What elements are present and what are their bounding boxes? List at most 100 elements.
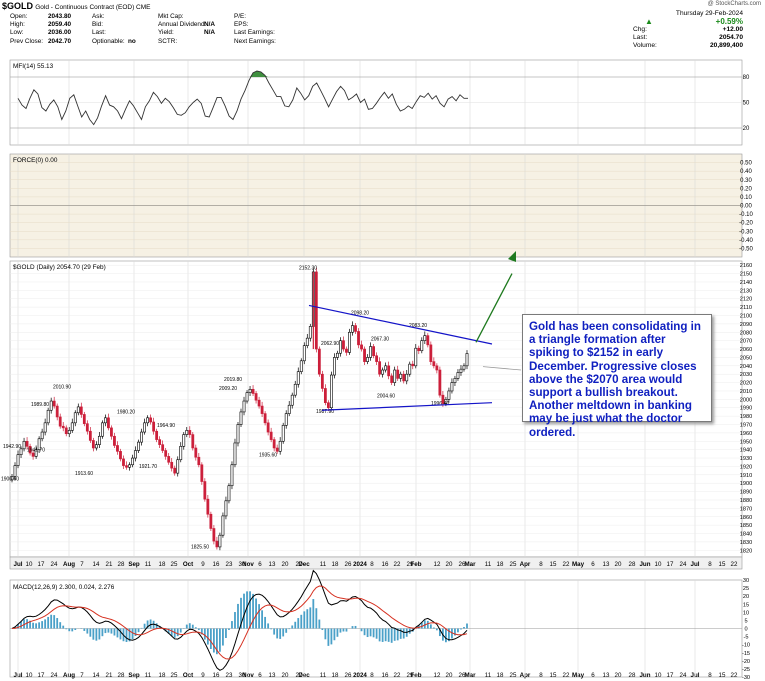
price-candle xyxy=(209,513,213,529)
price-candle xyxy=(55,405,59,418)
x-tick-label-bottom: 21 xyxy=(106,672,113,679)
macd-histogram-bar xyxy=(315,608,318,629)
x-tick-label: 18 xyxy=(332,561,339,568)
macd-histogram-bar xyxy=(276,628,279,639)
macd-histogram-bar xyxy=(282,628,285,637)
price-candle xyxy=(239,411,243,425)
price-candle xyxy=(402,373,406,382)
price-annotation: 1913.60 xyxy=(75,471,93,477)
x-tick-label-bottom: 27 xyxy=(296,672,303,679)
quote-label: Yield: xyxy=(158,29,174,37)
price-candle xyxy=(104,417,107,424)
x-tick-label: 10 xyxy=(655,561,662,568)
price-candle xyxy=(459,368,463,373)
x-tick-label: 8 xyxy=(708,561,712,568)
macd-histogram-bar xyxy=(318,619,321,629)
x-tick-label: Feb xyxy=(410,561,421,568)
macd-histogram-bar xyxy=(68,628,71,632)
price-candle xyxy=(320,373,324,389)
price-tick: 2090 xyxy=(740,322,752,328)
price-candle xyxy=(227,485,231,502)
x-tick-label: Jun xyxy=(639,561,650,568)
price-candle xyxy=(158,439,162,445)
x-tick-label: 17 xyxy=(38,561,45,568)
macd-histogram-bar xyxy=(354,625,357,629)
macd-histogram-bar xyxy=(164,628,167,632)
macd-histogram-bar xyxy=(155,623,158,629)
price-annotation: 2019.80 xyxy=(224,377,242,383)
force-tick: 0.40 xyxy=(740,169,752,175)
price-tick: 2050 xyxy=(740,355,752,361)
price-tick: 2060 xyxy=(740,347,752,353)
macd-histogram-bar xyxy=(134,628,137,636)
price-candle xyxy=(85,423,89,432)
price-candle xyxy=(170,461,174,469)
macd-histogram-bar xyxy=(303,611,306,629)
macd-histogram-bar xyxy=(369,628,372,637)
price-candle xyxy=(64,427,68,435)
macd-histogram-bar xyxy=(336,628,339,637)
x-tick-label: May xyxy=(572,561,585,568)
quote-label: Mkt Cap: xyxy=(158,13,184,20)
x-tick-label-bottom: 10 xyxy=(655,672,662,679)
quote-value: N/A xyxy=(204,29,216,37)
quote-label: Last: xyxy=(92,29,106,37)
macd-tick: -15 xyxy=(742,651,750,657)
price-candle xyxy=(203,481,207,500)
price-candle xyxy=(16,454,20,466)
price-annotation: 1942.90 xyxy=(3,444,21,450)
price-candle xyxy=(46,409,50,424)
x-tick-label: 27 xyxy=(296,561,303,568)
price-candle xyxy=(287,404,291,414)
price-candle xyxy=(381,369,385,375)
macd-histogram-bar xyxy=(107,628,110,633)
price-candle xyxy=(384,365,388,371)
price-tick: 1860 xyxy=(740,515,752,521)
macd-histogram-bar xyxy=(194,627,197,629)
price-candle xyxy=(375,355,379,362)
macd-histogram-bar xyxy=(176,628,179,637)
quote-summary: Thursday 29-Feb-2024 ▲ +0.59% Chg: +12.00 L… xyxy=(633,10,743,50)
x-tick-label: Oct xyxy=(183,561,193,568)
price-tick: 2000 xyxy=(740,397,752,403)
price-annotation: 1941.70 xyxy=(27,447,45,453)
macd-histogram-bar xyxy=(179,628,182,633)
price-candle xyxy=(330,374,333,409)
price-candle xyxy=(275,447,279,452)
price-candle xyxy=(31,452,35,457)
mfi-tick: 50 xyxy=(743,101,750,107)
quote-value: 2036.00 xyxy=(48,29,72,37)
macd-histogram-bar xyxy=(65,628,68,630)
price-candle xyxy=(305,337,309,346)
x-tick-label: 13 xyxy=(603,561,610,568)
x-tick-label: 28 xyxy=(118,561,125,568)
macd-histogram-bar xyxy=(432,627,435,629)
price-candle xyxy=(122,458,125,466)
quote-value: 2042.70 xyxy=(48,37,72,45)
macd-histogram-bar xyxy=(327,628,330,646)
macd-histogram-bar xyxy=(393,628,396,641)
price-candle xyxy=(40,431,44,440)
chart-title: $GOLD Gold - Continuous Contract (EOD) C… xyxy=(2,1,150,11)
x-tick-label-bottom: 24 xyxy=(51,672,58,679)
price-tick: 1850 xyxy=(740,523,752,529)
macd-histogram-bar xyxy=(89,628,92,637)
macd-tick: 0 xyxy=(744,627,747,633)
macd-histogram-bar xyxy=(101,628,104,637)
x-tick-label: 22 xyxy=(731,561,738,568)
price-candle xyxy=(441,394,445,404)
triangle-lower-trendline xyxy=(321,402,493,411)
macd-histogram-bar xyxy=(29,620,31,629)
price-candle xyxy=(22,440,26,450)
x-tick-label: 2024 xyxy=(353,561,367,568)
price-candle xyxy=(242,400,246,413)
price-tick: 2020 xyxy=(740,381,752,387)
x-tick-label: 8 xyxy=(370,561,374,568)
price-candle xyxy=(125,465,128,468)
price-candle xyxy=(79,406,83,415)
price-candle xyxy=(342,340,345,350)
macd-tick: -30 xyxy=(742,675,750,681)
force-label: FORCE(0) 0.00 xyxy=(13,157,58,164)
price-candle xyxy=(49,400,53,411)
